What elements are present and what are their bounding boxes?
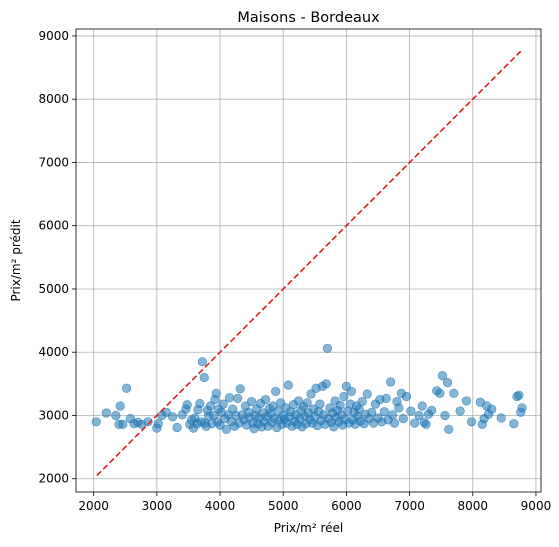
data-point bbox=[302, 398, 312, 408]
data-point bbox=[247, 396, 257, 407]
data-point bbox=[205, 401, 216, 411]
data-point bbox=[461, 396, 472, 406]
data-point bbox=[172, 422, 182, 433]
reference-line bbox=[96, 50, 522, 477]
data-point bbox=[449, 388, 459, 398]
data-point bbox=[496, 413, 506, 423]
x-tick-label: 4000 bbox=[205, 499, 236, 513]
data-point bbox=[367, 407, 377, 417]
data-point bbox=[199, 372, 209, 383]
data-points bbox=[91, 343, 527, 434]
data-point bbox=[410, 418, 420, 428]
x-axis-ticks: 2000 3000 4000 5000 6000 7000 8000 9000 bbox=[78, 492, 551, 513]
data-point bbox=[111, 410, 121, 421]
x-tick-label: 9000 bbox=[521, 499, 552, 513]
data-point bbox=[101, 408, 111, 418]
data-point bbox=[182, 400, 192, 410]
data-point bbox=[466, 417, 477, 427]
data-point bbox=[514, 390, 524, 400]
y-axis-ticks: 2000 3000 4000 5000 6000 7000 8000 9000 bbox=[38, 29, 76, 486]
data-point bbox=[455, 406, 465, 416]
data-point bbox=[417, 401, 427, 411]
data-point bbox=[115, 401, 125, 411]
data-point bbox=[444, 424, 454, 434]
data-point bbox=[406, 406, 416, 416]
y-tick-label: 4000 bbox=[38, 345, 69, 359]
data-point bbox=[437, 371, 448, 381]
data-point bbox=[211, 388, 221, 398]
data-point bbox=[398, 414, 408, 424]
data-point bbox=[335, 400, 345, 410]
data-point bbox=[517, 403, 527, 413]
data-point bbox=[427, 405, 437, 416]
y-axis-label: Prix/m² prédit bbox=[9, 219, 23, 301]
data-point bbox=[221, 424, 231, 434]
x-tick-label: 5000 bbox=[268, 499, 299, 513]
data-point bbox=[386, 377, 396, 387]
data-point bbox=[362, 389, 372, 399]
data-point bbox=[414, 410, 424, 421]
data-point bbox=[197, 357, 207, 367]
data-point bbox=[224, 393, 235, 403]
data-point bbox=[233, 393, 243, 403]
data-point bbox=[91, 417, 101, 427]
data-point bbox=[394, 403, 404, 413]
data-point bbox=[218, 399, 228, 409]
x-tick-label: 2000 bbox=[78, 499, 109, 513]
data-point bbox=[260, 395, 271, 405]
data-point bbox=[195, 398, 205, 409]
data-point bbox=[389, 418, 400, 428]
y-tick-label: 6000 bbox=[38, 219, 69, 233]
data-point bbox=[143, 417, 153, 427]
y-tick-label: 8000 bbox=[38, 92, 69, 106]
data-point bbox=[509, 419, 519, 429]
chart-title: Maisons - Bordeaux bbox=[237, 10, 380, 26]
y-grid bbox=[76, 35, 541, 480]
data-point bbox=[381, 393, 391, 403]
data-point bbox=[379, 407, 389, 417]
data-point bbox=[322, 343, 333, 354]
data-point bbox=[271, 386, 281, 397]
y-tick-label: 2000 bbox=[38, 472, 69, 486]
data-point bbox=[357, 396, 367, 407]
data-point bbox=[440, 410, 450, 421]
data-point bbox=[215, 420, 225, 430]
data-point bbox=[339, 391, 349, 402]
y-tick-label: 3000 bbox=[38, 408, 69, 422]
data-point bbox=[387, 410, 398, 420]
y-tick-label: 9000 bbox=[38, 29, 69, 43]
x-axis-label: Prix/m² réel bbox=[274, 521, 344, 535]
data-point bbox=[421, 419, 431, 429]
data-point bbox=[442, 377, 453, 388]
data-point bbox=[487, 404, 497, 414]
x-tick-label: 6000 bbox=[331, 499, 362, 513]
plot-border bbox=[75, 28, 542, 493]
x-tick-label: 3000 bbox=[142, 499, 173, 513]
data-point bbox=[315, 399, 325, 409]
data-point bbox=[435, 388, 445, 398]
data-point bbox=[153, 419, 163, 429]
y-tick-label: 5000 bbox=[38, 282, 69, 296]
data-point bbox=[168, 412, 178, 422]
x-tick-label: 7000 bbox=[394, 499, 425, 513]
data-point bbox=[121, 383, 132, 393]
data-point bbox=[283, 380, 293, 390]
y-tick-label: 7000 bbox=[38, 155, 69, 169]
data-point bbox=[401, 391, 412, 402]
data-point bbox=[235, 384, 245, 394]
data-point bbox=[346, 386, 357, 397]
x-tick-label: 8000 bbox=[457, 499, 488, 513]
data-point bbox=[321, 379, 331, 389]
data-point bbox=[161, 407, 171, 417]
data-point bbox=[118, 419, 128, 429]
